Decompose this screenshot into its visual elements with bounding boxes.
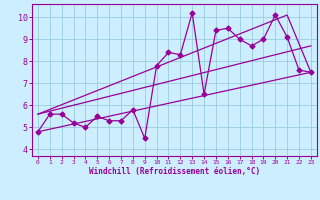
X-axis label: Windchill (Refroidissement éolien,°C): Windchill (Refroidissement éolien,°C) <box>89 167 260 176</box>
